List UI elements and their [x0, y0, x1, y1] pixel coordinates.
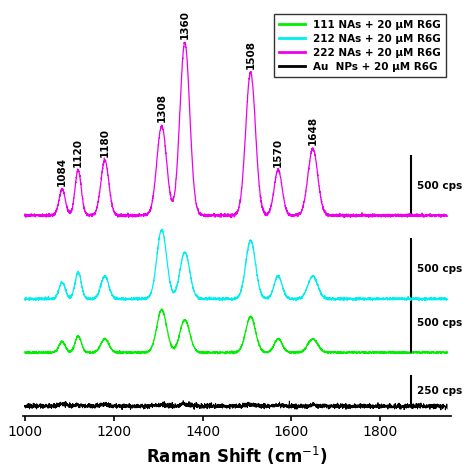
Text: 1308: 1308 [157, 93, 167, 122]
Text: 500 cps: 500 cps [417, 318, 462, 328]
Text: 1360: 1360 [180, 10, 190, 39]
Text: 1084: 1084 [57, 156, 67, 186]
Text: 1648: 1648 [308, 116, 318, 145]
Text: 500 cps: 500 cps [417, 181, 462, 191]
Text: 1508: 1508 [246, 40, 255, 69]
Text: 500 cps: 500 cps [417, 264, 462, 274]
Text: 1120: 1120 [73, 137, 83, 166]
Text: 1180: 1180 [100, 128, 110, 157]
Legend: 111 NAs + 20 μM R6G, 212 NAs + 20 μM R6G, 222 NAs + 20 μM R6G, Au  NPs + 20 μM R: 111 NAs + 20 μM R6G, 212 NAs + 20 μM R6G… [274, 14, 447, 77]
X-axis label: Raman Shift (cm$^{-1}$): Raman Shift (cm$^{-1}$) [146, 445, 328, 467]
Text: 250 cps: 250 cps [417, 386, 462, 396]
Text: 1570: 1570 [273, 137, 283, 166]
